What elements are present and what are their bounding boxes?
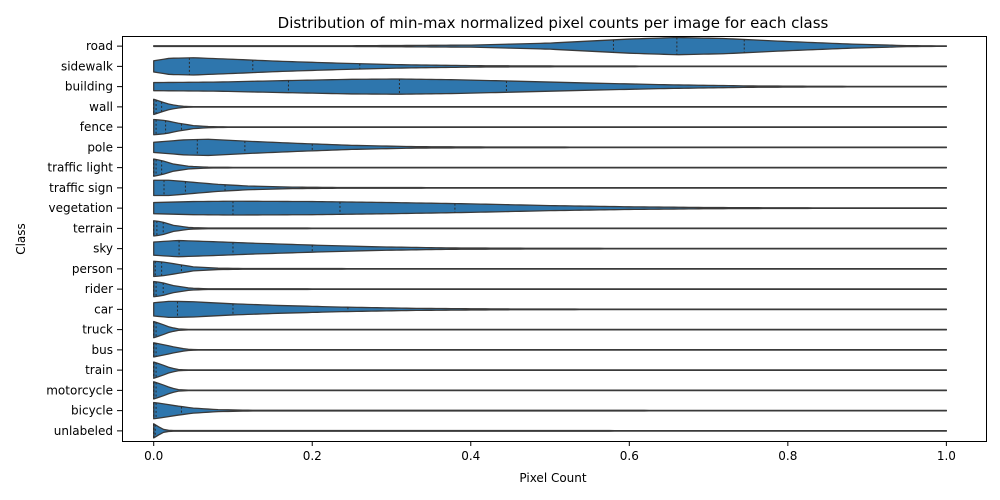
y-tick-label: building bbox=[65, 80, 113, 94]
y-tick-label: person bbox=[72, 262, 113, 276]
x-tick-label: 0.0 bbox=[144, 449, 163, 463]
violin-terrain bbox=[153, 220, 948, 237]
violin-fence bbox=[153, 118, 948, 136]
y-tick-label: motorcycle bbox=[46, 383, 113, 397]
x-tick-label: 1.0 bbox=[937, 449, 956, 463]
x-tick-label: 0.8 bbox=[778, 449, 797, 463]
violin-bicycle bbox=[153, 401, 948, 420]
y-tick-label: terrain bbox=[73, 221, 113, 235]
y-tick-label: wall bbox=[89, 100, 113, 114]
y-tick-label: train bbox=[85, 363, 113, 377]
violin-traffic-sign bbox=[153, 179, 948, 197]
violin-pole bbox=[153, 138, 948, 157]
y-tick-label: vegetation bbox=[48, 201, 113, 215]
violin-traffic-light bbox=[153, 158, 948, 177]
y-tick-label: car bbox=[94, 302, 113, 316]
y-tick-label: truck bbox=[82, 323, 113, 337]
violin-train bbox=[153, 361, 948, 379]
y-tick-label: road bbox=[86, 39, 113, 53]
violin-truck bbox=[153, 320, 948, 339]
y-axis: road sidewalk building wall fence pole traffic… bbox=[46, 39, 122, 438]
y-tick-label: traffic light bbox=[47, 161, 113, 175]
x-tick-label: 0.2 bbox=[303, 449, 322, 463]
chart-title: Distribution of min-max normalized pixel… bbox=[278, 14, 829, 32]
violin-sidewalk bbox=[153, 57, 948, 76]
y-tick-label: bus bbox=[92, 343, 113, 357]
violin-sky bbox=[153, 239, 948, 258]
violin-unlabeled bbox=[153, 423, 948, 439]
violin-person bbox=[153, 260, 948, 278]
x-tick-label: 0.6 bbox=[620, 449, 639, 463]
plot-frame bbox=[122, 36, 987, 442]
violin-motorcycle bbox=[153, 381, 948, 400]
y-tick-label: sky bbox=[93, 242, 113, 256]
violins bbox=[153, 36, 948, 439]
violin-wall bbox=[153, 98, 948, 116]
violin-bus bbox=[153, 342, 948, 358]
x-tick-label: 0.4 bbox=[461, 449, 480, 463]
y-tick-label: pole bbox=[87, 140, 113, 154]
x-axis-label: Pixel Count bbox=[519, 471, 587, 485]
violin-vegetation bbox=[153, 200, 948, 216]
y-tick-label: sidewalk bbox=[61, 59, 113, 73]
violin-rider bbox=[153, 280, 948, 298]
y-axis-label: Class bbox=[14, 223, 28, 255]
y-tick-label: unlabeled bbox=[54, 424, 113, 438]
y-tick-label: fence bbox=[80, 120, 113, 134]
violin-car bbox=[153, 300, 948, 319]
x-axis: 0.0 0.2 0.4 0.6 0.8 1.0 bbox=[144, 441, 956, 463]
violin-road bbox=[153, 36, 948, 56]
y-tick-label: bicycle bbox=[71, 404, 113, 418]
y-tick-label: traffic sign bbox=[49, 181, 113, 195]
violin-building bbox=[153, 78, 948, 95]
y-tick-label: rider bbox=[85, 282, 113, 296]
